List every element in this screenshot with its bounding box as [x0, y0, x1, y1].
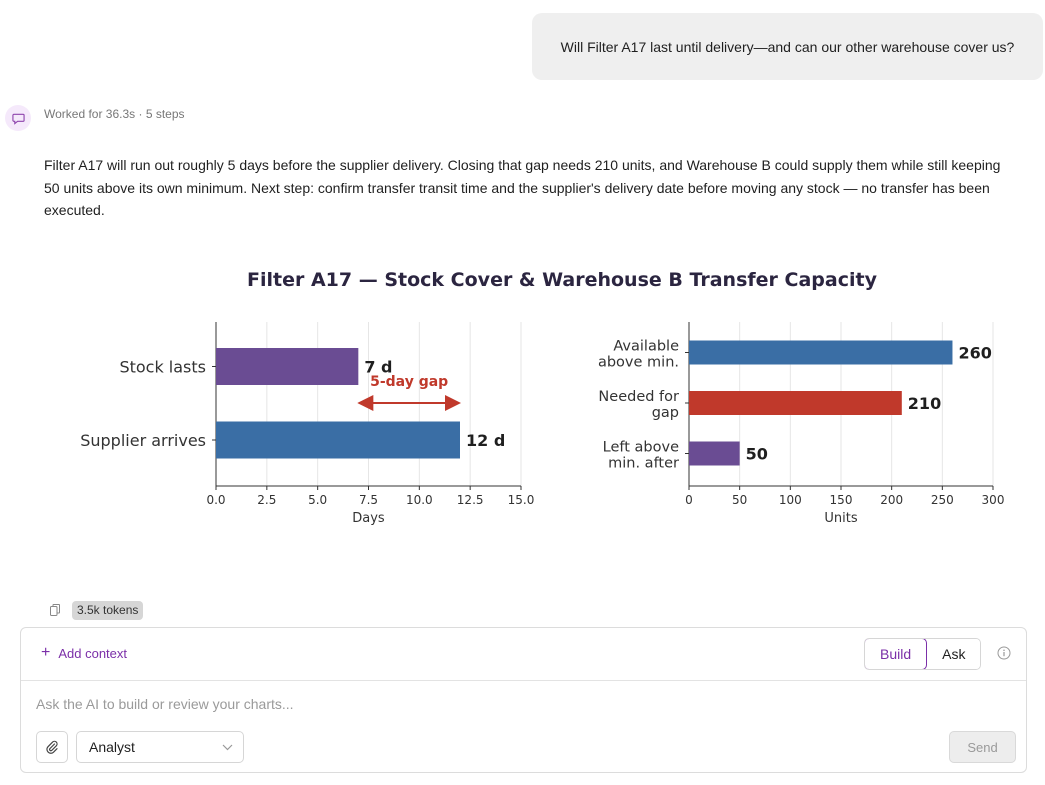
units-bar: [689, 391, 902, 415]
agent-select-value: Analyst: [89, 739, 135, 755]
user-message-bubble: Will Filter A17 last until delivery—and …: [532, 13, 1043, 80]
chat-bubble-icon: [11, 113, 25, 125]
mode-toggle: Build Ask: [864, 638, 982, 670]
units-category-line: above min.: [598, 355, 679, 371]
days-tick-label: 5.0: [308, 493, 327, 507]
token-count-badge: 3.5k tokens: [72, 600, 144, 620]
stock-cover-chart: Filter A17 — Stock Cover & Warehouse B T…: [80, 269, 1004, 526]
units-category-line: Available: [613, 339, 679, 355]
composer-toolbar: + Add context Build Ask: [21, 628, 1026, 681]
units-panel: 0 50 100 150 200 250 300 Units 260 Available above…: [598, 322, 1004, 526]
add-context-button[interactable]: + Add context: [41, 645, 127, 661]
days-category-line: Supplier arrives: [80, 431, 206, 450]
units-tick-label: 50: [732, 493, 747, 507]
units-tick-label: 250: [931, 493, 954, 507]
add-context-label: Add context: [58, 645, 127, 661]
units-tick-label: 100: [779, 493, 802, 507]
units-data-label: 260: [958, 344, 991, 363]
user-message-text: Will Filter A17 last until delivery—and …: [560, 38, 1015, 55]
units-bar: [689, 441, 740, 466]
units-category-line: Needed for: [598, 389, 679, 405]
attach-button[interactable]: [36, 731, 68, 763]
gap-annotation: 5-day gap: [370, 374, 448, 390]
info-icon[interactable]: [997, 646, 1011, 660]
days-category-label: Stock lasts: [119, 358, 206, 377]
days-tick-label: 12.5: [457, 493, 484, 507]
prompt-input[interactable]: [36, 693, 1006, 715]
units-category-label: Left above min. after: [603, 440, 679, 472]
days-tick-label: 0.0: [206, 493, 225, 507]
days-x-axis-label: Days: [352, 511, 385, 526]
ask-mode-button[interactable]: Ask: [927, 639, 981, 669]
units-data-label: 210: [908, 394, 941, 413]
plus-icon: +: [41, 644, 51, 661]
days-bar: [216, 348, 359, 385]
chevron-down-icon: [222, 744, 233, 750]
days-category-line: Stock lasts: [119, 358, 206, 377]
days-tick-label: 10.0: [406, 493, 433, 507]
units-category-line: Left above: [603, 440, 679, 456]
days-data-label: 12 d: [466, 431, 505, 450]
units-tick-label: 200: [880, 493, 903, 507]
units-x-axis-label: Units: [824, 511, 857, 526]
paperclip-icon: [46, 740, 58, 754]
days-tick-label: 7.5: [359, 493, 378, 507]
days-panel: 0.0 2.5 5.0 7.5 10.0 12.5 15.0 Days 7 d Stock las…: [80, 322, 534, 526]
send-button[interactable]: Send: [949, 731, 1016, 763]
units-tick-label: 0: [685, 493, 693, 507]
worked-for-status: Worked for 36.3s · 5 steps: [44, 107, 185, 121]
agent-select[interactable]: Analyst: [76, 731, 244, 763]
units-category-line: gap: [652, 405, 679, 421]
units-tick-label: 300: [982, 493, 1005, 507]
units-category-label: Needed for gap: [598, 389, 679, 421]
composer: + Add context Build Ask Analyst Send: [20, 627, 1027, 773]
build-mode-button[interactable]: Build: [865, 639, 928, 669]
units-category-line: min. after: [608, 456, 679, 472]
units-bar: [689, 340, 953, 365]
assistant-answer: Filter A17 will run out roughly 5 days b…: [44, 157, 1001, 218]
message-meta: 3.5k tokens: [48, 600, 144, 620]
units-tick-label: 150: [830, 493, 853, 507]
days-tick-label: 2.5: [257, 493, 276, 507]
copy-icon[interactable]: [48, 602, 62, 618]
assistant-avatar: [5, 105, 31, 131]
units-data-label: 50: [746, 445, 768, 464]
days-category-label: Supplier arrives: [80, 431, 206, 450]
days-data-label: 7 d: [364, 358, 392, 377]
units-category-label: Available above min.: [598, 339, 679, 371]
days-tick-label: 15.0: [508, 493, 535, 507]
chart-title: Filter A17 — Stock Cover & Warehouse B T…: [247, 269, 878, 291]
days-bar: [216, 421, 460, 459]
